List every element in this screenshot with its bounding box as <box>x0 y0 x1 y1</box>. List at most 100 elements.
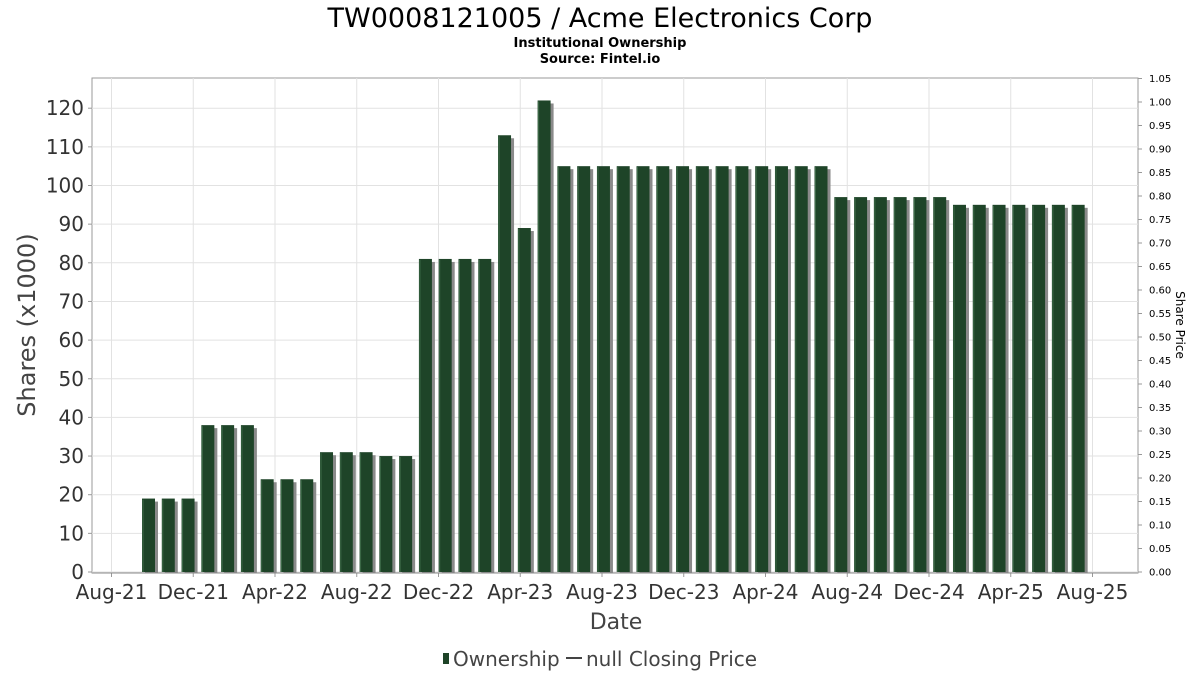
bar-body <box>952 204 966 572</box>
bar <box>933 197 950 573</box>
y-tick-label: 60 <box>59 328 84 352</box>
bar-body <box>873 197 887 572</box>
y-tick-label: 10 <box>59 521 84 545</box>
bar <box>735 166 752 574</box>
y-axis-left: 0 10 20 30 40 50 60 70 80 90 100 110 120 <box>46 96 92 584</box>
bar <box>379 456 396 573</box>
bar <box>1051 204 1068 573</box>
y2-tick-label: 0.30 <box>1149 427 1171 438</box>
bar <box>1012 204 1029 573</box>
bar-body <box>933 197 947 572</box>
x-tick-label: Aug-21 <box>76 580 148 604</box>
bar <box>280 479 297 573</box>
y2-tick-label: 0.80 <box>1149 192 1171 203</box>
bar <box>1032 204 1049 573</box>
y2-tick-label: 0.85 <box>1149 168 1171 179</box>
bar-body <box>161 498 175 572</box>
legend-ownership-label: Ownership <box>453 647 560 671</box>
bar <box>972 204 989 573</box>
bar-body <box>379 456 393 572</box>
bar <box>161 498 178 573</box>
bar-body <box>339 452 353 572</box>
bar-body <box>300 479 314 572</box>
bar-body <box>913 197 927 572</box>
x-tick-label: Apr-24 <box>733 580 799 604</box>
bar-series <box>142 100 1088 574</box>
y-tick-label: 80 <box>59 251 84 275</box>
y-tick-label: 40 <box>59 405 84 429</box>
bar <box>300 479 317 573</box>
bar <box>339 452 356 573</box>
x-tick-label: Dec-24 <box>893 580 964 604</box>
bar-body <box>181 498 195 572</box>
bar-body <box>221 425 235 572</box>
bar-body <box>893 197 907 572</box>
bar <box>458 258 475 573</box>
x-tick-label: Aug-24 <box>811 580 883 604</box>
y-tick-label: 50 <box>59 367 84 391</box>
y2-tick-label: 0.15 <box>1149 497 1171 508</box>
bar-body <box>616 166 630 573</box>
y2-tick-label: 0.50 <box>1149 333 1171 344</box>
y2-tick-label: 0.55 <box>1149 309 1171 320</box>
bar <box>399 456 416 573</box>
bar <box>913 197 930 573</box>
x-tick-label: Aug-23 <box>566 580 638 604</box>
y2-tick-label: 0.05 <box>1149 544 1171 555</box>
x-tick-label: Apr-22 <box>242 580 308 604</box>
legend-ownership-marker <box>443 653 449 664</box>
bar <box>320 452 337 573</box>
bar <box>240 425 257 573</box>
y2-tick-label: 0.70 <box>1149 239 1171 250</box>
y2-tick-label: 1.05 <box>1149 74 1171 85</box>
y2-tick-label: 0.35 <box>1149 403 1171 414</box>
y2-tick-label: 1.00 <box>1149 98 1171 109</box>
bar-body <box>1012 204 1026 572</box>
bar-body <box>418 258 432 572</box>
bar-body <box>577 166 591 573</box>
bar-body <box>557 166 571 573</box>
bar-body <box>458 258 472 572</box>
bar <box>438 258 455 573</box>
chart-subtitle-2: Source: Fintel.io <box>540 52 661 67</box>
y2-tick-label: 0.20 <box>1149 474 1171 485</box>
bar-body <box>320 452 334 572</box>
bar <box>834 197 851 573</box>
y-tick-label: 70 <box>59 289 84 313</box>
bar-body <box>676 166 690 573</box>
y2-tick-label: 0.95 <box>1149 121 1171 132</box>
y2-tick-label: 0.60 <box>1149 286 1171 297</box>
bar-body <box>359 452 373 572</box>
y-tick-label: 0 <box>71 560 84 584</box>
x-tick-label: Apr-25 <box>978 580 1044 604</box>
bar <box>418 258 435 573</box>
bar <box>498 135 515 573</box>
bar <box>715 166 732 574</box>
bar-body <box>596 166 610 573</box>
bar <box>656 166 673 574</box>
bar <box>636 166 653 574</box>
y-tick-label: 20 <box>59 483 84 507</box>
bar-body <box>1071 204 1085 572</box>
bar-body <box>794 166 808 573</box>
bar-body <box>399 456 413 572</box>
bar-body <box>715 166 729 573</box>
bar-body <box>478 258 492 572</box>
bar-body <box>854 197 868 572</box>
y-tick-label: 90 <box>59 212 84 236</box>
bar <box>854 197 871 573</box>
x-tick-label: Aug-22 <box>321 580 393 604</box>
x-tick-label: Dec-22 <box>403 580 474 604</box>
bar <box>557 166 574 574</box>
bar <box>873 197 890 573</box>
y-tick-label: 30 <box>59 444 84 468</box>
y2-tick-label: 0.40 <box>1149 380 1171 391</box>
y-axis-right: 0.00 0.05 0.10 0.15 0.20 0.25 0.30 0.35 0.40 0.45… <box>1138 74 1171 579</box>
bar <box>676 166 693 574</box>
bar-body <box>814 166 828 573</box>
bar-body <box>992 204 1006 572</box>
y-tick-label: 110 <box>46 135 84 159</box>
y2-tick-label: 0.75 <box>1149 215 1171 226</box>
bar-body <box>142 498 155 572</box>
bar <box>814 166 831 574</box>
